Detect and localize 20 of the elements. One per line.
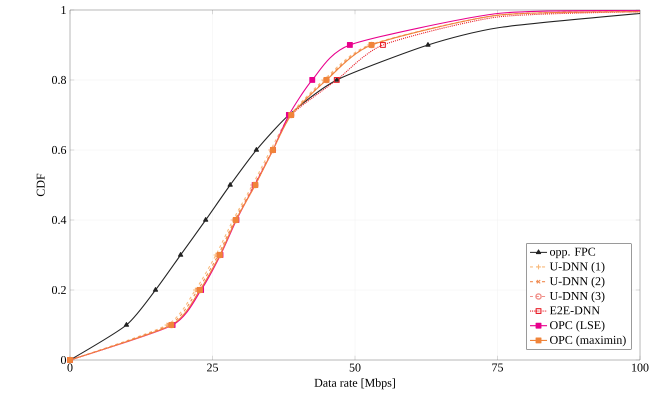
x-tick-label: 100 xyxy=(632,364,649,372)
y-tick-label: 0.4 xyxy=(52,216,66,224)
y-tick-label: 0.2 xyxy=(52,286,66,294)
x-tick-label: 25 xyxy=(207,364,218,372)
x-tick-label: 75 xyxy=(492,364,504,372)
legend-label: OPC (LSE) xyxy=(550,320,604,332)
y-tick-label: 0 xyxy=(60,356,66,364)
y-axis-title: CDF xyxy=(36,174,45,196)
legend-label: E2E-DNN xyxy=(550,306,600,314)
x-tick-label: 50 xyxy=(350,364,361,372)
y-tick-label: 0.8 xyxy=(52,76,66,84)
x-axis-title: Data rate [Mbps] xyxy=(314,378,395,390)
legend-label: OPC (maximin) xyxy=(550,336,626,346)
legend-label: U-DNN (2) xyxy=(550,276,604,288)
legend-label: U-DNN (1) xyxy=(550,262,604,273)
legend-label: U-DNN (3) xyxy=(550,292,604,302)
y-tick-label: 1 xyxy=(62,6,66,14)
legend-label: opp. FPC xyxy=(550,248,596,258)
y-tick-label: 0.6 xyxy=(52,146,66,154)
x-tick-label: 0 xyxy=(67,364,73,372)
